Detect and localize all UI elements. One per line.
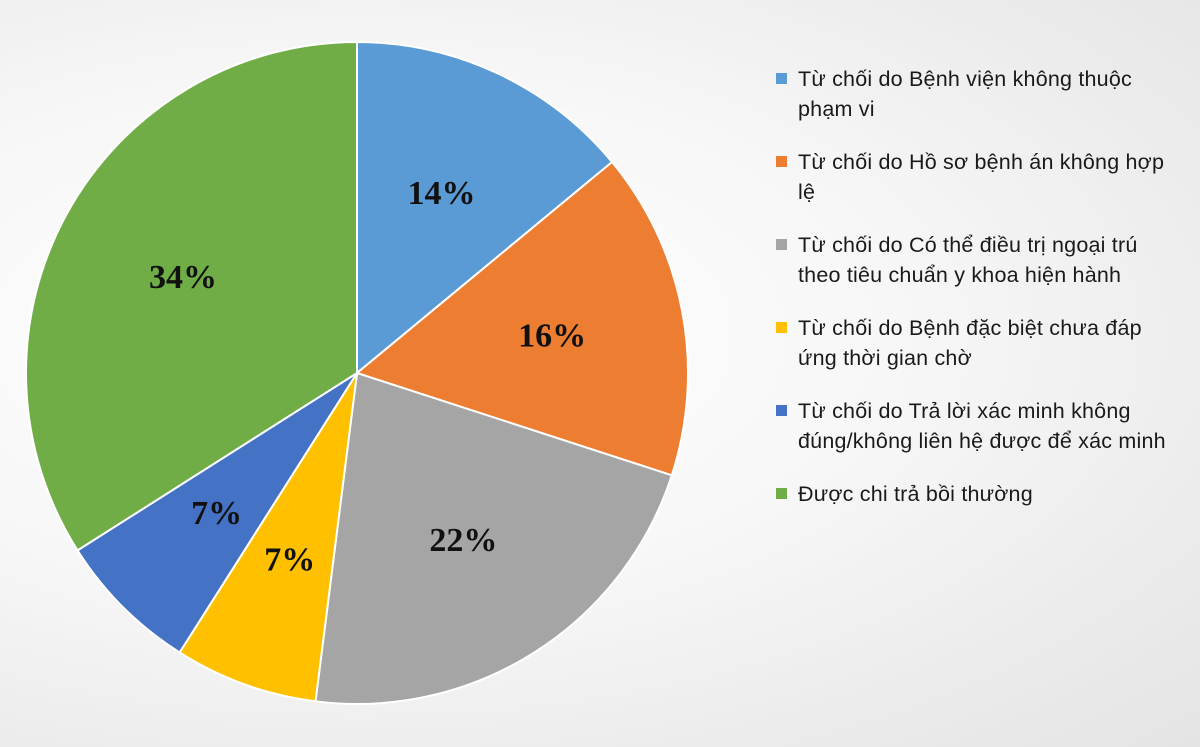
legend-swatch-1 [776, 73, 787, 84]
pie-slice-4 [178, 372, 358, 703]
legend-label-1: Từ chối do Bệnh viện không thuộc phạm vi [798, 67, 1132, 121]
legend-swatch-2 [776, 156, 787, 167]
pie-slice-labels: 14% 16% 22% 7% 7% 34% [149, 175, 586, 579]
legend-label-4: Từ chối do Bệnh đặc biệt chưa đáp ứng th… [798, 316, 1142, 370]
pie-slice-2 [356, 161, 689, 477]
legend-item-2: Từ chối do Hồ sơ bệnh án không hợp lệ [776, 147, 1186, 207]
pie-slice-6 [25, 41, 358, 552]
pie-slice-5 [76, 372, 358, 654]
pie-slice-label-6: 34% [149, 259, 217, 296]
pie-slice-label-1: 14% [408, 175, 476, 212]
legend-label-2: Từ chối do Hồ sơ bệnh án không hợp lệ [798, 150, 1165, 204]
legend-label-5: Từ chối do Trả lời xác minh không đúng/k… [798, 399, 1166, 453]
pie-slice-label-4: 7% [264, 541, 315, 578]
legend-swatch-5 [776, 405, 787, 416]
legend-item-3: Từ chối do Có thể điều trị ngoại trú the… [776, 230, 1186, 290]
legend-swatch-3 [776, 239, 787, 250]
legend-item-6: Được chi trả bồi thường [776, 479, 1186, 509]
legend-label-3: Từ chối do Có thể điều trị ngoại trú the… [798, 233, 1138, 287]
pie-slice-label-3: 22% [429, 522, 497, 559]
legend: Từ chối do Bệnh viện không thuộc phạm vi… [776, 64, 1186, 532]
pie-slice-3 [314, 372, 673, 705]
legend-item-1: Từ chối do Bệnh viện không thuộc phạm vi [776, 64, 1186, 124]
legend-label-6: Được chi trả bồi thường [798, 482, 1033, 506]
legend-swatch-6 [776, 488, 787, 499]
pie-slices [25, 41, 689, 705]
pie-slice-label-2: 16% [518, 317, 586, 354]
legend-item-5: Từ chối do Trả lời xác minh không đúng/k… [776, 396, 1186, 456]
pie-slice-label-5: 7% [191, 495, 242, 532]
legend-swatch-4 [776, 322, 787, 333]
legend-item-4: Từ chối do Bệnh đặc biệt chưa đáp ứng th… [776, 313, 1186, 373]
pie-slice-1 [356, 41, 614, 374]
